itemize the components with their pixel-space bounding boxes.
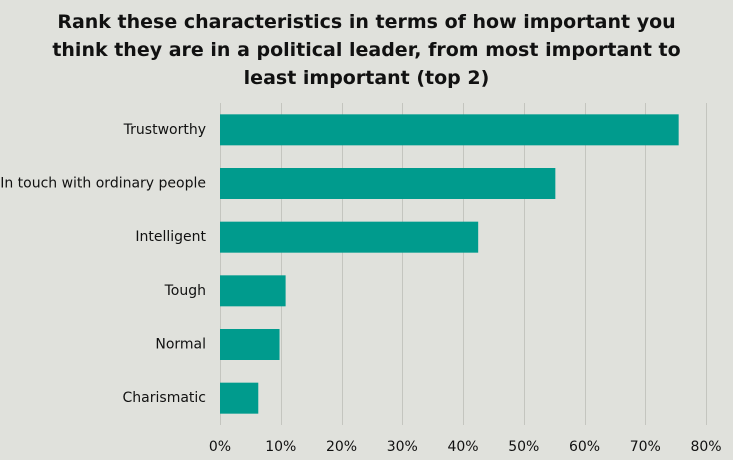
x-tick-label: 70% xyxy=(630,439,661,455)
chart-title-line-2: think they are in a political leader, fr… xyxy=(52,39,681,61)
x-tick-label: 50% xyxy=(508,439,539,455)
bar xyxy=(220,275,286,307)
x-tick-label: 30% xyxy=(387,439,418,455)
x-tick-label: 10% xyxy=(265,439,296,455)
x-tick-label: 80% xyxy=(690,439,721,455)
category-label: Trustworthy xyxy=(123,122,206,138)
bar xyxy=(220,221,479,253)
x-tick-label: 60% xyxy=(569,439,600,455)
category-label: In touch with ordinary people xyxy=(0,176,206,192)
chart-title-line-3: least important (top 2) xyxy=(243,67,490,89)
x-tick-label: 0% xyxy=(209,439,231,455)
x-tick-label: 20% xyxy=(326,439,357,455)
bar xyxy=(220,329,280,360)
chart-title-line-1: Rank these characteristics in terms of h… xyxy=(57,11,676,33)
category-label: Tough xyxy=(164,283,206,299)
bar xyxy=(220,382,259,414)
chart-title: Rank these characteristics in terms of h… xyxy=(40,8,693,92)
x-tick-label: 40% xyxy=(447,439,478,455)
gridlines xyxy=(220,103,707,425)
category-label: Charismatic xyxy=(123,390,206,406)
category-label: Intelligent xyxy=(135,229,206,245)
category-label: Normal xyxy=(155,337,206,353)
bar xyxy=(220,114,679,146)
bar xyxy=(220,168,556,199)
